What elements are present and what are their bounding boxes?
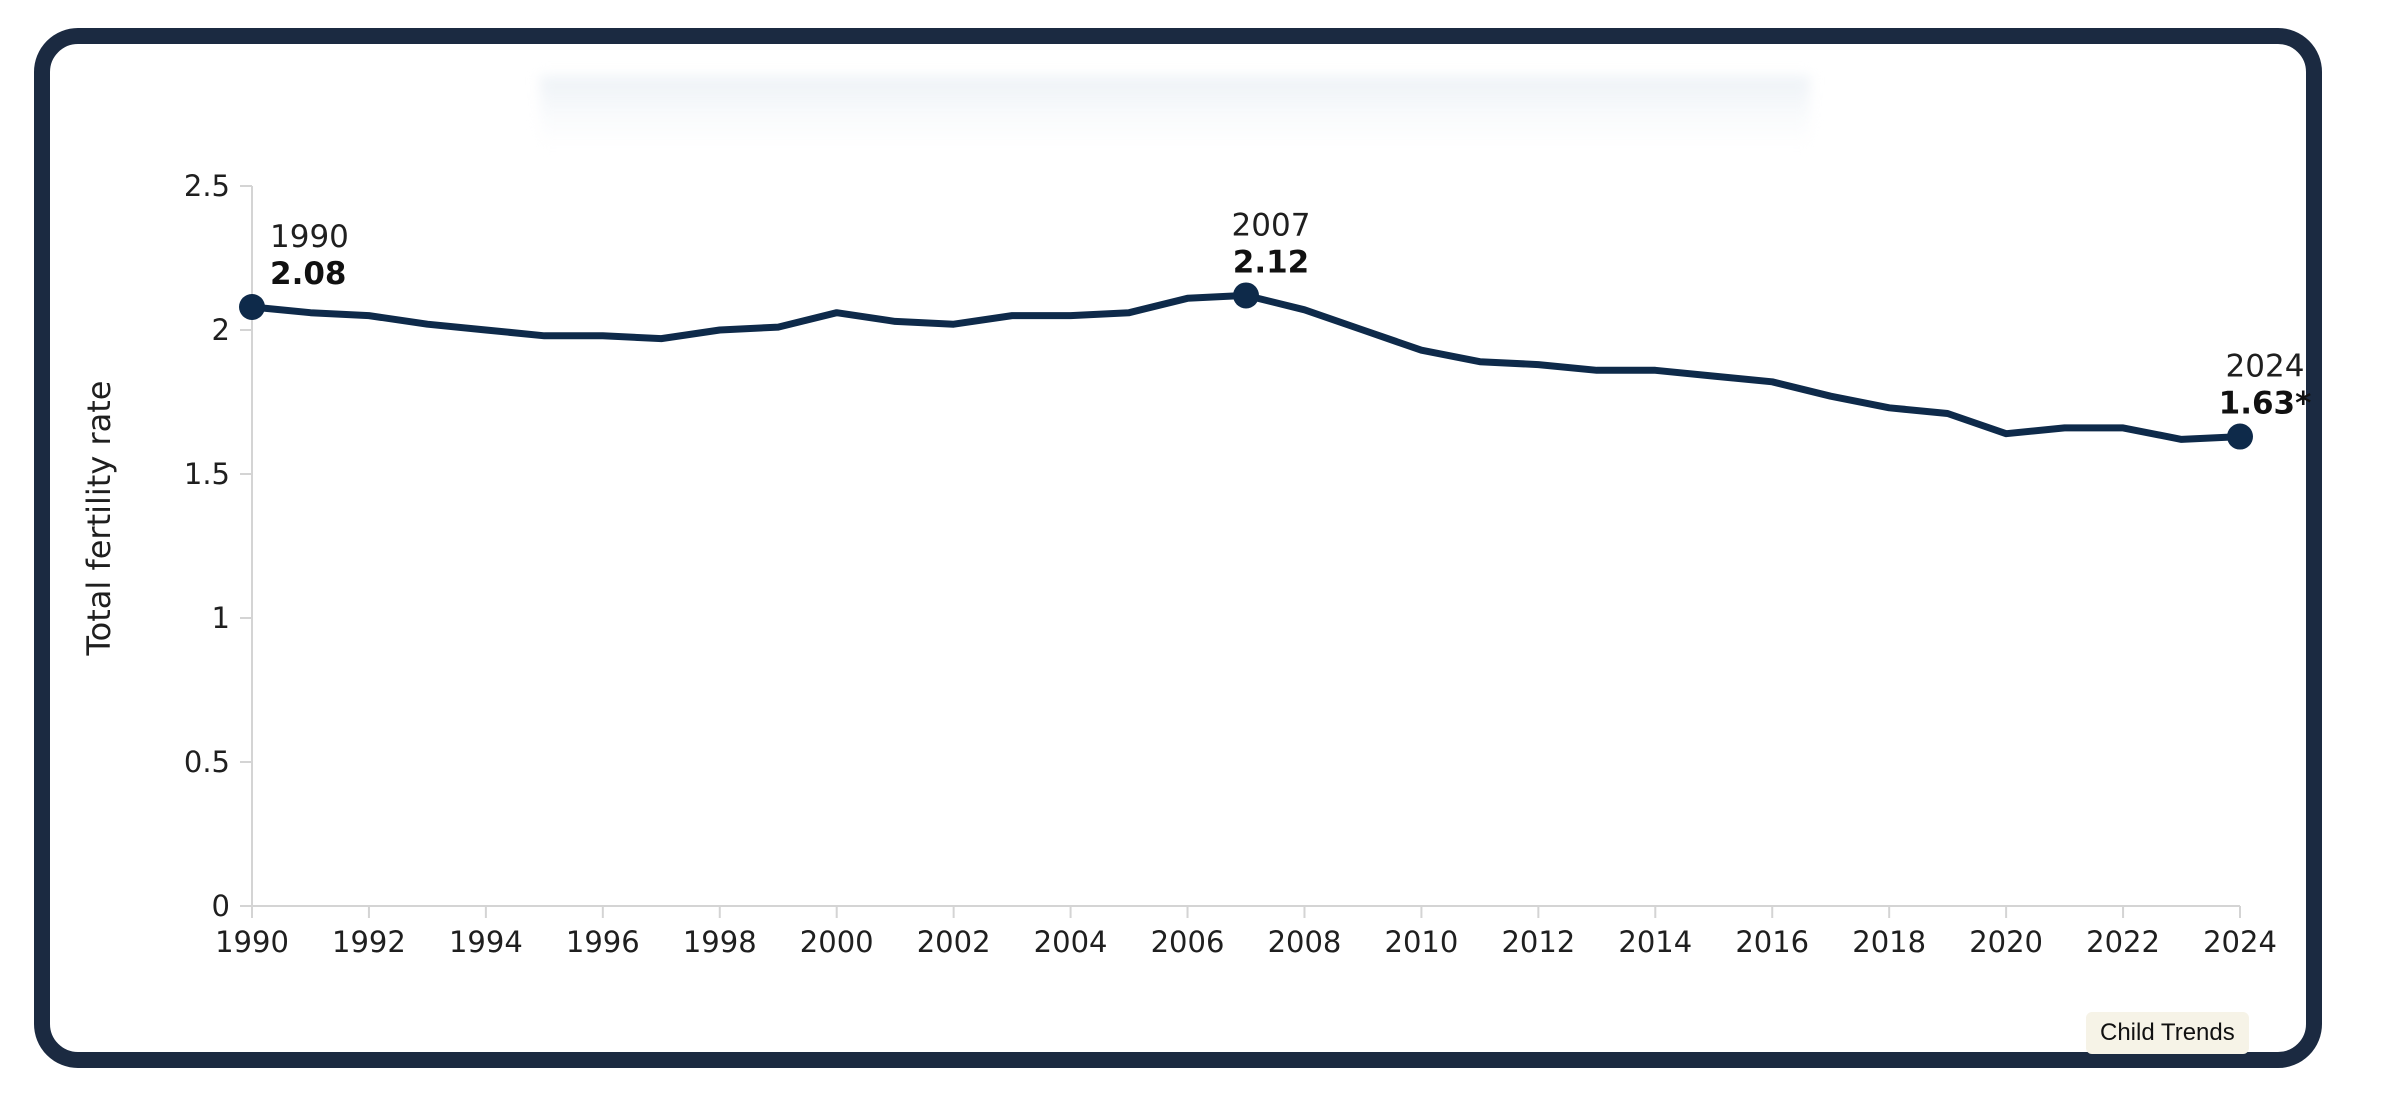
annotation-marker-2007	[1233, 282, 1259, 309]
x-tick-label: 2002	[917, 925, 991, 959]
annotation-year: 2007	[1232, 207, 1311, 243]
x-axis: 1990 1992 1994 1996 1998 2000 2002 2004 2006 2008…	[215, 905, 2277, 959]
series-group	[248, 291, 2244, 443]
annotation-value: 2.08	[270, 256, 347, 292]
y-tick-label: 1.5	[184, 457, 230, 491]
x-tick-label: 2020	[1969, 925, 2043, 959]
x-tick-label: 2022	[2086, 925, 2160, 959]
annotation-marker-2024	[2227, 423, 2253, 450]
x-tick-label: 2014	[1618, 925, 1692, 959]
x-tick-label: 1998	[683, 925, 757, 959]
x-tick-label: 2000	[800, 925, 874, 959]
y-tick-label: 0.5	[184, 745, 230, 779]
annotation-value: 1.63*	[2219, 386, 2312, 422]
x-tick-label: 1994	[449, 925, 523, 959]
x-tick-label: 1990	[215, 925, 289, 959]
x-tick-label: 1992	[332, 925, 406, 959]
y-tick-label: 2	[212, 313, 230, 347]
y-tick-label: 1	[212, 601, 230, 635]
x-tick-label: 2004	[1034, 925, 1108, 959]
y-axis: 0 0.5 1 1.5 2 2.5	[184, 169, 253, 923]
chart-frame	[34, 28, 2322, 1068]
annotation-marker-1990	[239, 293, 265, 320]
y-axis-title: Total fertility rate	[80, 381, 118, 657]
y-tick-label: 2.5	[184, 169, 230, 203]
x-tick-label: 2018	[1852, 925, 1926, 959]
x-tick-label: 2006	[1151, 925, 1225, 959]
source-badge: Child Trends	[2086, 1012, 2249, 1054]
x-tick-label: 1996	[566, 925, 640, 959]
x-tick-label: 2008	[1268, 925, 1342, 959]
x-tick-label: 2012	[1501, 925, 1575, 959]
header-fade	[540, 76, 1810, 148]
annotation-year: 1990	[270, 219, 349, 255]
annotation-year: 2024	[2226, 349, 2305, 385]
x-tick-label: 2010	[1385, 925, 1459, 959]
x-tick-label: 2016	[1735, 925, 1809, 959]
x-tick-label: 2024	[2203, 925, 2277, 959]
annotation-value: 2.12	[1233, 244, 1310, 280]
series-line-0	[248, 291, 2244, 443]
y-tick-label: 0	[212, 889, 230, 923]
